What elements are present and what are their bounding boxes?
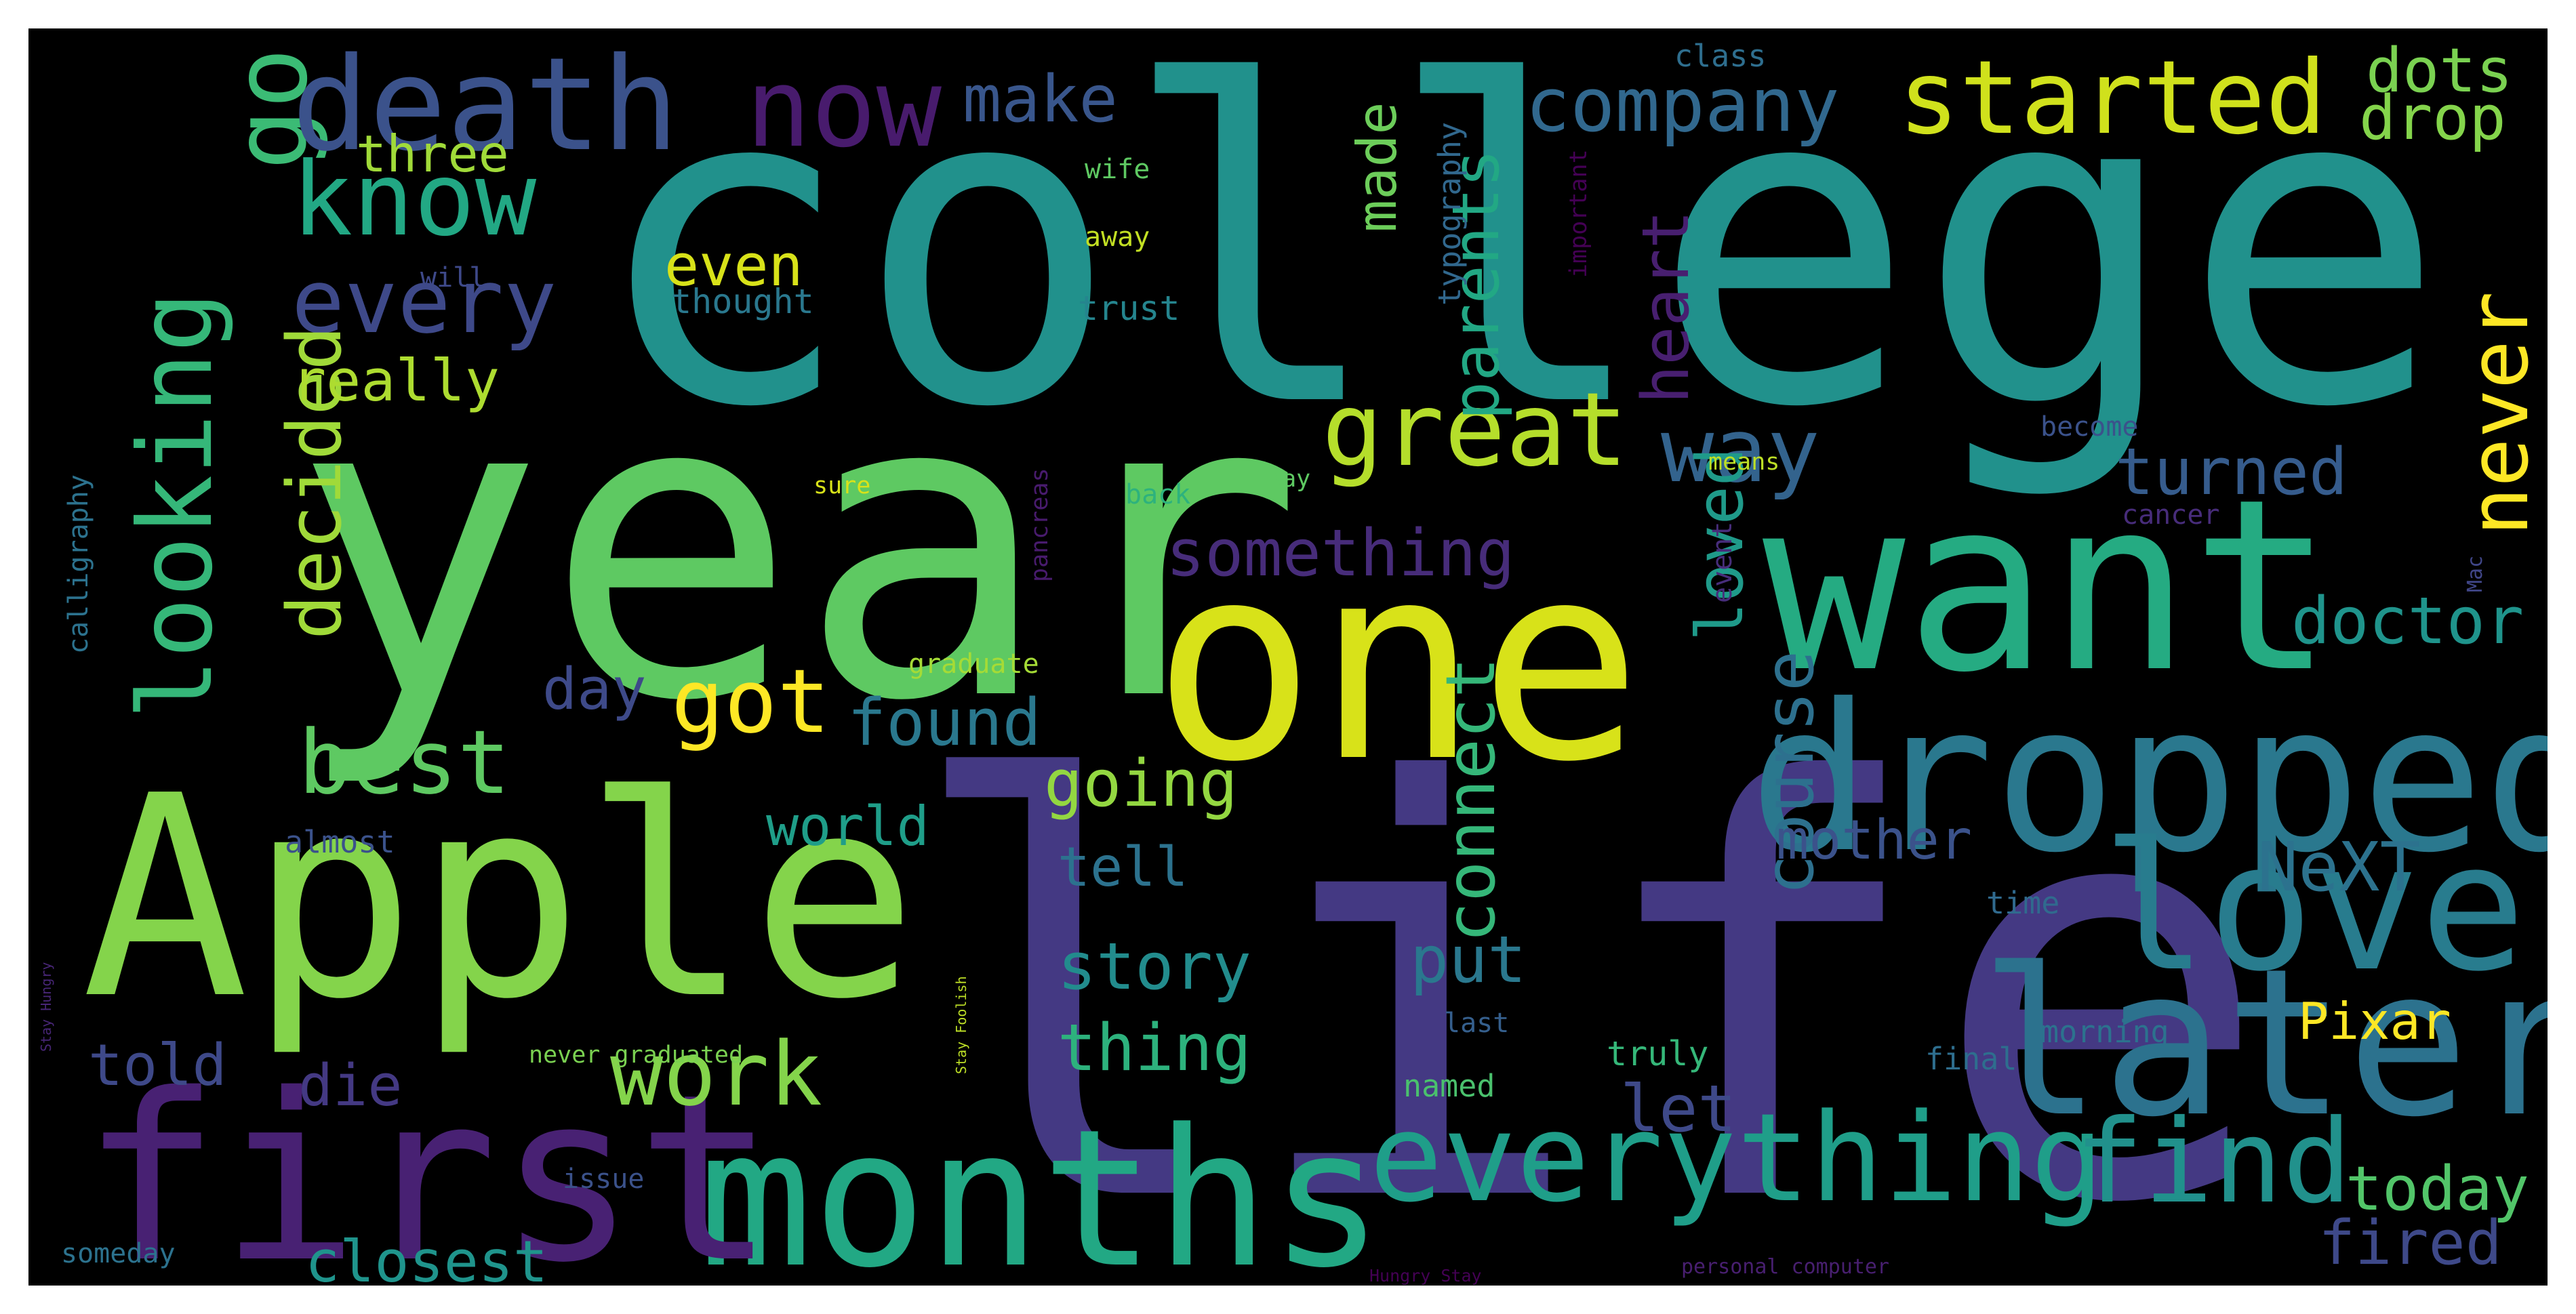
word-cloud-word: something	[1166, 516, 1515, 591]
word-cloud-word: now	[746, 45, 942, 171]
word-cloud-word: almost	[285, 824, 395, 860]
word-cloud-word: way	[1661, 399, 1820, 502]
word-cloud-word: day	[542, 656, 647, 723]
word-cloud-word: Mac	[2463, 555, 2487, 592]
word-cloud-word: made	[1346, 102, 1409, 232]
word-cloud-word: started	[1898, 39, 2327, 157]
word-cloud-word: world	[766, 795, 929, 858]
word-cloud-word: personal computer	[1681, 1255, 1890, 1279]
word-cloud-word: Hungry Stay	[1369, 1266, 1482, 1286]
word-cloud-word: class	[1674, 38, 1767, 74]
word-cloud-word: three	[356, 124, 509, 184]
word-cloud-word: death	[291, 30, 679, 180]
word-cloud-word: morning	[2040, 1014, 2169, 1050]
word-cloud-word: even	[664, 232, 803, 300]
word-cloud-word: found	[847, 686, 1041, 760]
word-cloud-word: life	[902, 665, 2273, 1286]
word-cloud-word: someday	[61, 1238, 176, 1269]
word-cloud-word: one	[1152, 506, 1643, 821]
word-cloud-word: die	[298, 1052, 403, 1120]
word-cloud-word: fired	[2318, 1208, 2502, 1279]
word-cloud-word: dropped	[1749, 661, 2548, 897]
word-cloud-word: know	[291, 141, 537, 259]
word-cloud-word: Apple	[81, 736, 919, 1060]
word-cloud-word: make	[963, 62, 1118, 137]
word-cloud-word: great	[1322, 371, 1628, 489]
word-cloud-word: never	[2453, 291, 2547, 536]
word-cloud-word: Pixar	[2298, 991, 2451, 1051]
word-cloud-word: college	[590, 28, 2447, 504]
word-cloud-word: issue	[563, 1164, 645, 1195]
word-cloud-word: means	[1708, 449, 1780, 476]
word-cloud-word: work	[610, 1023, 823, 1126]
word-cloud-word: Stay Foolish	[953, 976, 969, 1075]
word-cloud-word: dots	[2366, 35, 2513, 106]
word-cloud-word: Stay Hungry	[38, 962, 54, 1052]
word-cloud-word: looking	[117, 291, 235, 720]
word-cloud-word: today	[2346, 1153, 2529, 1225]
word-cloud-word: cancer	[2122, 499, 2220, 531]
word-cloud-word: computer	[2537, 156, 2548, 466]
word-cloud-word: mother	[1776, 808, 1972, 871]
word-cloud-word: back	[1125, 479, 1191, 510]
word-cloud-word: event	[1707, 521, 1738, 603]
word-cloud-word: connect	[1431, 657, 1510, 943]
word-cloud-word: company	[1525, 62, 1840, 148]
word-cloud-word: graduate	[908, 649, 1039, 680]
word-cloud-word: typography	[1431, 122, 1468, 306]
word-cloud-word: pancreas	[1026, 468, 1053, 582]
word-cloud-word: wife	[1085, 154, 1150, 185]
word-cloud-word: months	[698, 1089, 1384, 1286]
word-cloud-word: time	[1986, 885, 2060, 921]
word-cloud-word: year	[291, 304, 1304, 793]
word-cloud-word: trust	[1078, 289, 1180, 328]
word-cloud-word: want	[1763, 448, 2334, 724]
word-cloud-word: told	[88, 1032, 227, 1099]
word-cloud-word: every	[291, 250, 557, 353]
word-cloud-word: story	[1058, 930, 1251, 1004]
word-cloud-word: say	[1268, 466, 1311, 493]
word-cloud-word: really	[291, 348, 500, 415]
word-cloud-word: heart	[1628, 210, 1704, 404]
word-cloud-word: later	[1979, 925, 2548, 1162]
word-cloud-word: first	[81, 1045, 776, 1286]
word-cloud-word: best	[298, 711, 511, 814]
word-cloud-word: doctor	[2291, 584, 2524, 659]
word-cloud-word: put	[1410, 923, 1527, 998]
word-cloud-word: never graduated	[529, 1042, 744, 1069]
word-cloud-word: NeXT	[2257, 827, 2421, 907]
word-cloud-canvas: college year life Apple one want dropped months…	[28, 28, 2548, 1286]
word-cloud-word: got	[671, 650, 830, 753]
word-cloud-word: important	[1565, 149, 1592, 278]
word-cloud-word: everything	[1369, 1088, 2104, 1229]
word-cloud-word: thought	[671, 282, 814, 321]
word-cloud-word: last	[1444, 1008, 1510, 1039]
word-cloud-word: final	[1925, 1041, 2017, 1077]
word-cloud-word: sure	[813, 472, 871, 499]
word-cloud-word: become	[2040, 411, 2139, 443]
word-cloud-word: going	[1044, 747, 1238, 821]
word-cloud-word: let	[1620, 1072, 1737, 1147]
word-cloud-word: find	[2074, 1095, 2352, 1229]
word-cloud-word: away	[1085, 222, 1150, 253]
word-cloud-word: love	[2101, 806, 2527, 1010]
word-cloud-word: tell	[1058, 836, 1188, 899]
word-cloud-word: truly	[1607, 1034, 1709, 1073]
word-cloud-word: thing	[1058, 1011, 1251, 1086]
word-cloud-word: drop	[2359, 83, 2506, 154]
word-cloud-word: turned	[2115, 435, 2348, 510]
word-cloud-word: closest	[305, 1229, 548, 1286]
word-cloud-word: calligraphy	[63, 474, 94, 654]
word-cloud-word: will	[420, 262, 486, 293]
word-cloud-word: named	[1403, 1068, 1495, 1104]
